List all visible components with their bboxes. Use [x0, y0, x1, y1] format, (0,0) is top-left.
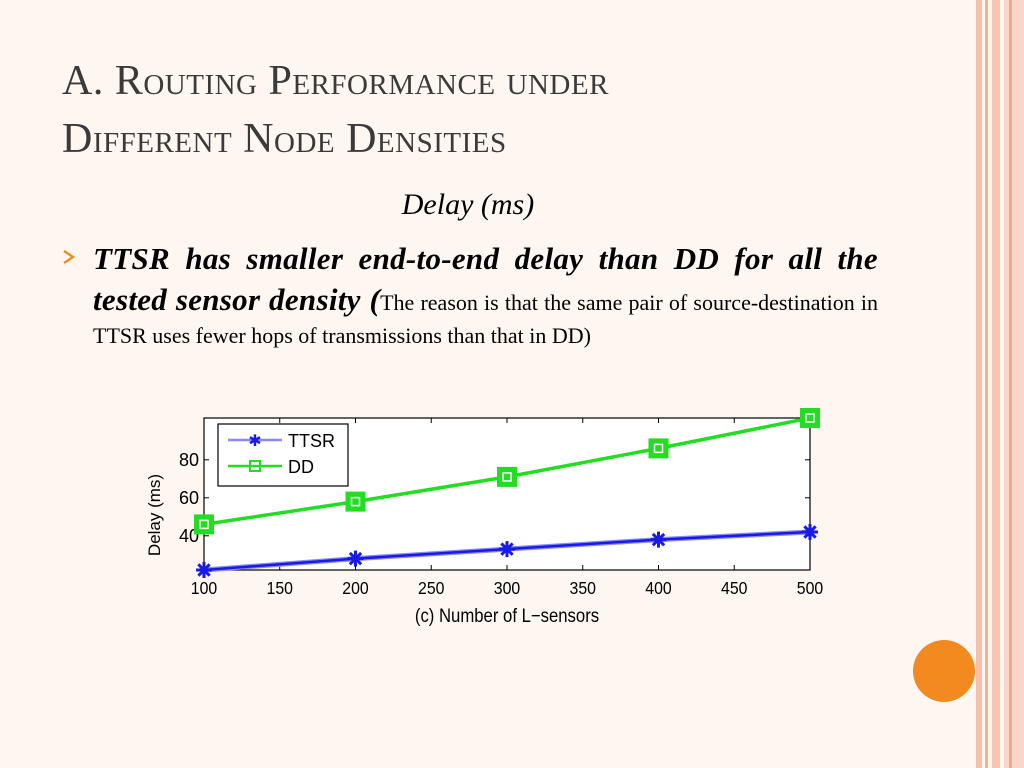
ttsr-point	[650, 531, 667, 548]
title-line-2: Different Node Densities	[62, 116, 507, 162]
dd-point	[345, 491, 366, 512]
legend: ✱ TTSR DD	[217, 423, 349, 487]
legend-box	[217, 423, 349, 487]
ttsr-point	[196, 562, 212, 578]
dd-point	[497, 466, 517, 487]
delay-chart: 100 150 200 250 300 350 400 450 500 40 60 80 (c) N…	[145, 408, 823, 626]
x-tick-label: 450	[721, 578, 747, 598]
right-edge-decoration	[976, 0, 1024, 768]
legend-label-dd: DD	[288, 457, 314, 477]
x-tick-label: 200	[342, 578, 368, 598]
y-axis-label: Delay (ms)	[145, 474, 164, 556]
x-tick-label: 400	[645, 578, 671, 598]
x-tick-label: 100	[191, 578, 217, 598]
legend-marker-dd	[249, 460, 261, 472]
y-tick-label: 40	[179, 526, 199, 546]
y-axis: 40 60 80	[179, 450, 810, 546]
dd-point	[194, 514, 214, 535]
slide-subtitle: Delay (ms)	[401, 188, 535, 221]
x-tick-label: 350	[570, 578, 596, 598]
x-tick-label: 150	[267, 578, 293, 598]
x-tick-label: 300	[494, 578, 520, 598]
ttsr-point	[499, 541, 515, 558]
x-axis-label: (c) Number of L−sensors	[415, 605, 599, 626]
ttsr-point	[802, 524, 818, 540]
ttsr-point	[347, 550, 364, 567]
y-tick-label: 60	[179, 488, 199, 508]
bullet-reason: The reason is that the same pair of sour…	[93, 290, 878, 348]
x-tick-label: 250	[418, 578, 444, 598]
bullet-arrow-icon	[63, 250, 76, 264]
bullet-claim: TTSR has smaller end-to-end delay than D…	[93, 241, 878, 317]
title-line-1: A. Routing Performance under	[62, 58, 609, 104]
x-tick-label: 500	[797, 578, 823, 598]
dd-point	[648, 438, 669, 459]
bullet-text: TTSR has smaller end-to-end delay than D…	[93, 238, 878, 351]
legend-marker-ttsr: ✱	[248, 433, 261, 450]
series-group	[194, 408, 820, 578]
x-axis: 100 150 200 250 300 350 400 450 500	[191, 418, 823, 598]
slide-title: A. Routing Performance under Different N…	[62, 52, 942, 168]
decorative-circle	[913, 640, 975, 702]
y-tick-label: 80	[179, 450, 199, 470]
dd-point	[800, 408, 820, 428]
legend-label-ttsr: TTSR	[288, 431, 335, 451]
